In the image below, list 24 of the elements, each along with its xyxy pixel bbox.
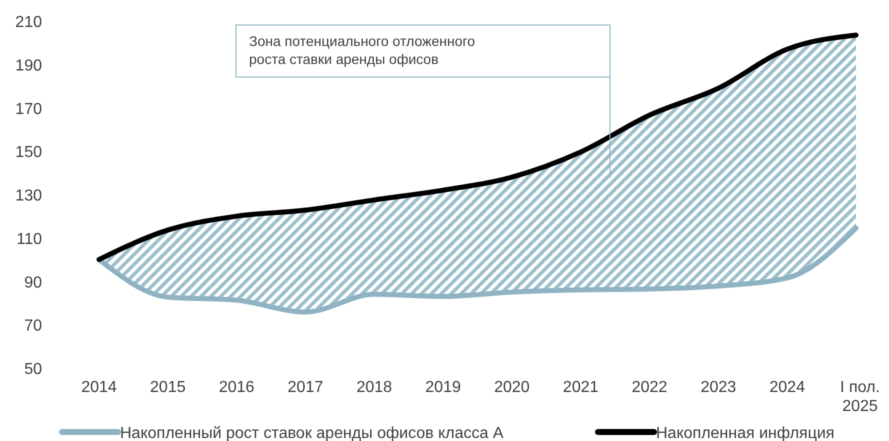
y-tick-label: 170 [15, 100, 42, 118]
x-tick-label: 2020 [494, 379, 530, 396]
y-tick-label: 190 [15, 57, 42, 74]
x-tick-label: 2019 [425, 379, 461, 396]
y-tick-label: 70 [24, 318, 42, 335]
x-tick-label: 2022 [632, 379, 668, 396]
legend-label: Накопленный рост ставок аренды офисов класса А [120, 425, 504, 441]
y-tick-label: 110 [16, 230, 42, 248]
x-tick-label: 2017 [288, 379, 324, 396]
x-tick-label: 2024 [769, 379, 806, 396]
legend-label: Накопленная инфляция [656, 425, 834, 441]
x-tick-label: 2018 [356, 379, 392, 396]
y-tick-label: 150 [15, 144, 42, 162]
x-tick-label: 2014 [81, 379, 117, 396]
x-tick-label: I пол. 2025 [840, 379, 880, 415]
x-tick-label: 2021 [562, 379, 599, 396]
y-tick-label: 50 [24, 361, 42, 378]
y-tick-label: 90 [24, 274, 42, 292]
x-tick-label: 2016 [218, 379, 255, 396]
annotation: Зона потенциального отложенного роста ставки аренды офисов [249, 33, 476, 67]
x-tick-label: 2015 [150, 379, 186, 396]
y-tick-label: 130 [15, 188, 42, 204]
x-tick-label: 2023 [700, 379, 736, 396]
y-tick-label: 210 [15, 14, 42, 31]
